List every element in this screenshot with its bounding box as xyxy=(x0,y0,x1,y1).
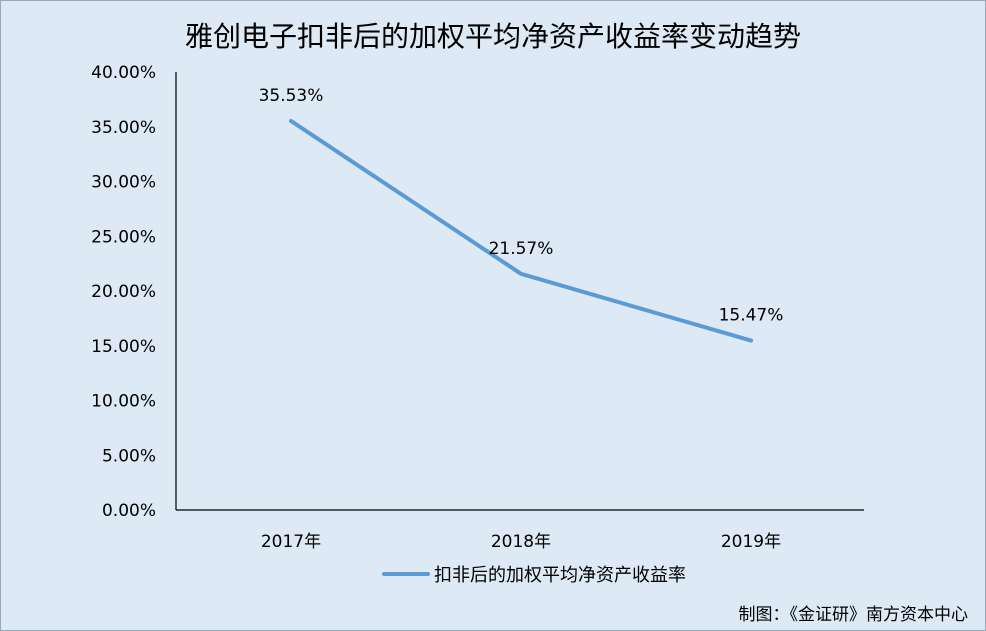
chart-credit: 制图：《金证研》南方资本中心 xyxy=(739,605,969,625)
x-tick-label: 2017年 xyxy=(261,532,321,552)
y-tick-label: 5.00% xyxy=(102,446,156,466)
y-tick-label: 35.00% xyxy=(91,118,156,138)
x-tick-label: 2019年 xyxy=(721,532,781,552)
data-label: 15.47% xyxy=(719,306,784,326)
data-labels: 35.53% 21.57% 15.47% xyxy=(259,86,784,326)
y-tick-labels: 0.00% 5.00% 10.00% 15.00% 20.00% 25.00% 30.00%… xyxy=(91,63,156,521)
x-tick-label: 2018年 xyxy=(491,532,551,552)
series-line xyxy=(289,118,753,343)
y-tick-label: 25.00% xyxy=(91,227,156,247)
legend-label: 扣非后的加权平均净资产收益率 xyxy=(434,565,686,586)
y-tick-label: 40.00% xyxy=(91,63,156,83)
y-tick-label: 20.00% xyxy=(91,282,156,302)
y-tick-label: 10.00% xyxy=(91,392,156,412)
y-tick-label: 30.00% xyxy=(91,173,156,193)
chart-title: 雅创电子扣非后的加权平均净资产收益率变动趋势 xyxy=(185,20,801,53)
x-tick-labels: 2017年 2018年 2019年 xyxy=(261,532,781,552)
series-group xyxy=(289,118,753,343)
data-label: 35.53% xyxy=(259,86,324,106)
y-tick-label: 0.00% xyxy=(102,501,156,521)
y-tick-label: 15.00% xyxy=(91,337,156,357)
data-label: 21.57% xyxy=(489,239,554,259)
